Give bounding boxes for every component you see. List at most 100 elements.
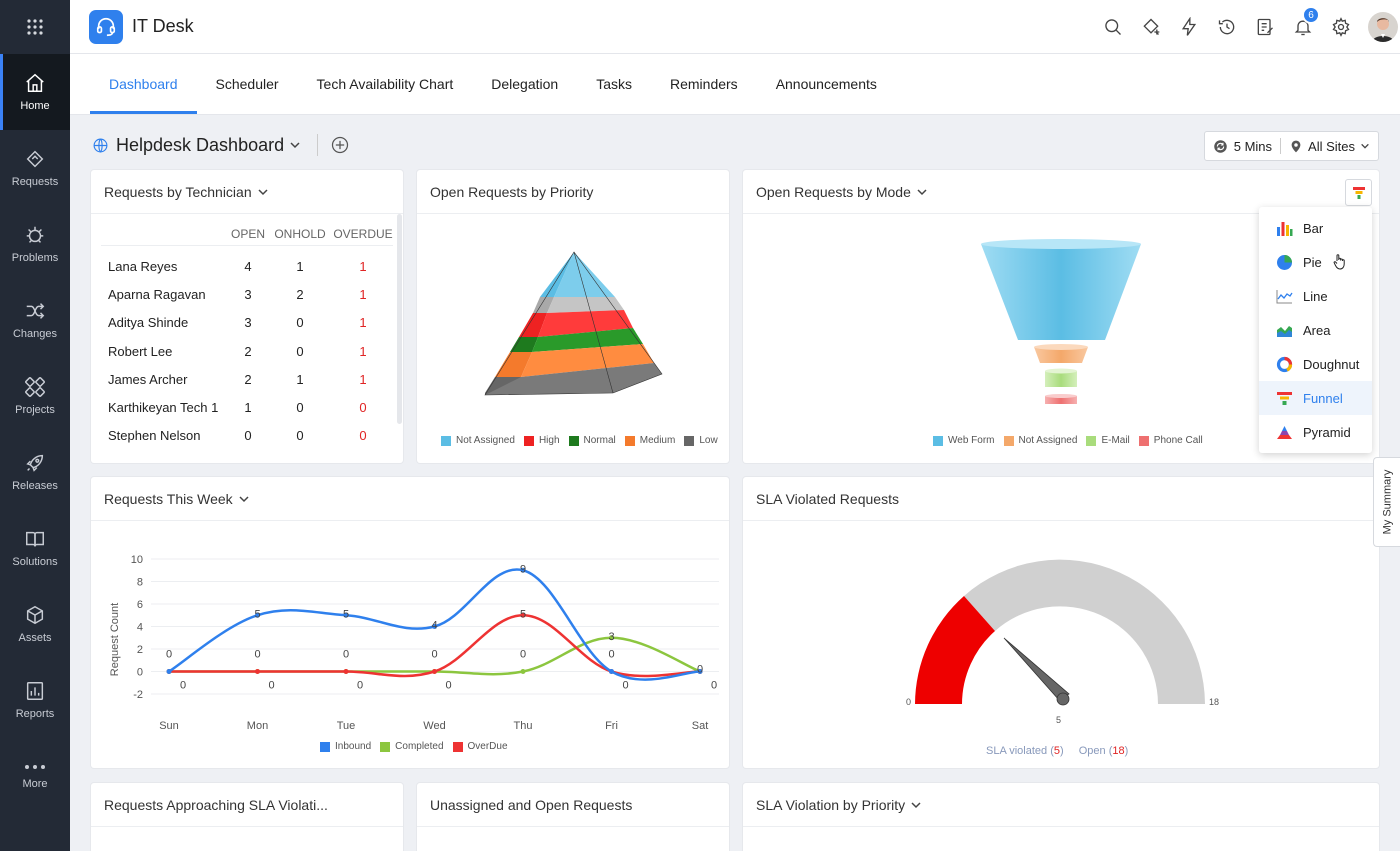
data-point[interactable] bbox=[609, 669, 614, 674]
table-row[interactable]: Stephen Nelson 0 0 0 bbox=[101, 422, 393, 450]
tab-announcements[interactable]: Announcements bbox=[775, 75, 877, 92]
legend-item[interactable]: Normal bbox=[568, 435, 616, 446]
nav-item-more[interactable]: More bbox=[0, 738, 70, 814]
nav-item-changes[interactable]: Changes bbox=[0, 282, 70, 358]
nav-item-projects[interactable]: Projects bbox=[0, 358, 70, 434]
funnel-segment-web-form[interactable] bbox=[981, 239, 1141, 340]
add-dashboard-icon[interactable] bbox=[330, 135, 350, 155]
pyramid-segment-not-assigned[interactable] bbox=[554, 252, 615, 297]
pyramid-segment-low[interactable] bbox=[485, 363, 662, 395]
sparkle-icon[interactable] bbox=[1132, 0, 1170, 54]
data-point[interactable] bbox=[343, 669, 349, 674]
table-scrollbar[interactable] bbox=[397, 214, 402, 424]
chart-option-pyramid[interactable]: Pyramid bbox=[1259, 415, 1372, 449]
tab-dashboard[interactable]: Dashboard bbox=[90, 53, 197, 114]
funnel-segment-not-assigned[interactable] bbox=[1034, 344, 1088, 363]
table-row[interactable]: Aditya Shinde 3 0 1 bbox=[101, 309, 393, 337]
chart-option-doughnut[interactable]: Doughnut bbox=[1259, 347, 1372, 381]
card-header: Requests by Technician bbox=[91, 170, 403, 214]
legend-item[interactable]: Not Assigned bbox=[441, 435, 515, 446]
nav-item-assets[interactable]: Assets bbox=[0, 586, 70, 662]
search-icon[interactable] bbox=[1094, 0, 1132, 54]
legend-item[interactable]: Web Form bbox=[933, 435, 995, 446]
nav-item-home[interactable]: Home bbox=[0, 54, 70, 130]
tab-tech-availability-chart[interactable]: Tech Availability Chart bbox=[316, 75, 454, 92]
chevron-down-icon[interactable] bbox=[238, 493, 250, 505]
table-row[interactable]: Robert Lee 2 0 1 bbox=[101, 337, 393, 365]
table-row[interactable]: Karthikeyan Tech 1 1 0 0 bbox=[101, 393, 393, 421]
nav-item-solutions[interactable]: Solutions bbox=[0, 510, 70, 586]
funnel-segment-phone-call[interactable] bbox=[1045, 394, 1077, 404]
tab-tasks[interactable]: Tasks bbox=[596, 75, 632, 92]
pyramid-segment-high[interactable] bbox=[519, 313, 547, 337]
table-row[interactable]: Lana Reyes 4 1 1 bbox=[101, 252, 393, 280]
chevron-down-icon[interactable] bbox=[916, 186, 928, 198]
gauge-open-arc[interactable] bbox=[964, 559, 1205, 704]
gauge-needle[interactable] bbox=[1003, 637, 1070, 701]
data-point[interactable] bbox=[520, 669, 526, 674]
data-point[interactable] bbox=[343, 612, 349, 618]
data-point[interactable] bbox=[697, 669, 703, 674]
notifications-bell-icon[interactable]: 6 bbox=[1284, 0, 1322, 54]
data-point[interactable] bbox=[255, 669, 260, 674]
nav-item-releases[interactable]: Releases bbox=[0, 434, 70, 510]
my-summary-tab[interactable]: My Summary bbox=[1373, 457, 1400, 547]
tab-reminders[interactable]: Reminders bbox=[669, 75, 738, 92]
table-row[interactable]: Aparna Ragavan 3 2 1 bbox=[101, 280, 393, 308]
data-point[interactable] bbox=[166, 669, 172, 674]
data-point[interactable] bbox=[609, 635, 614, 641]
tab-delegation[interactable]: Delegation bbox=[491, 75, 559, 92]
onhold-count: 0 bbox=[296, 315, 304, 331]
data-point[interactable] bbox=[520, 612, 526, 618]
data-point[interactable] bbox=[255, 612, 260, 618]
tab-scheduler[interactable]: Scheduler bbox=[215, 75, 279, 92]
legend-item[interactable]: Phone Call bbox=[1138, 435, 1203, 446]
legend-item[interactable]: High bbox=[523, 435, 560, 446]
pyramid-segment-normal[interactable] bbox=[510, 337, 538, 352]
chart-option-bar[interactable]: Bar bbox=[1259, 211, 1372, 245]
chart-option-area[interactable]: Area bbox=[1259, 313, 1372, 347]
legend-item[interactable]: Medium bbox=[624, 435, 675, 446]
chevron-down-icon[interactable] bbox=[910, 799, 922, 811]
legend-item[interactable]: Inbound bbox=[320, 741, 371, 752]
legend-item[interactable]: Completed bbox=[380, 741, 444, 752]
legend-item[interactable]: OverDue bbox=[452, 741, 508, 752]
chart-type-button[interactable] bbox=[1345, 179, 1372, 206]
column-header-overdue[interactable]: OVERDUE bbox=[333, 226, 393, 241]
notes-icon[interactable] bbox=[1246, 0, 1284, 54]
pyramid-segment-medium[interactable] bbox=[495, 352, 532, 377]
refresh-interval-select[interactable]: 5 Mins bbox=[1205, 132, 1280, 160]
user-avatar[interactable] bbox=[1368, 12, 1398, 42]
legend-open[interactable]: Open (18) bbox=[1078, 745, 1129, 757]
table-row[interactable]: James Archer 2 1 1 bbox=[101, 365, 393, 393]
gauge-violated-arc[interactable] bbox=[915, 596, 995, 704]
chart-option-pie[interactable]: Pie bbox=[1259, 245, 1372, 279]
pyramid-segment-medium[interactable] bbox=[521, 344, 654, 377]
legend-violated[interactable]: SLA violated (5) bbox=[986, 745, 1064, 757]
legend-item[interactable]: Low bbox=[684, 435, 718, 446]
nav-item-problems[interactable]: Problems bbox=[0, 206, 70, 282]
data-point[interactable] bbox=[520, 567, 526, 573]
refresh-icon bbox=[1213, 139, 1227, 153]
pyramid-segment-high[interactable] bbox=[547, 297, 624, 313]
pyramid-segment-not-assigned[interactable] bbox=[540, 252, 574, 297]
nav-item-reports[interactable]: Reports bbox=[0, 662, 70, 738]
column-header-onhold[interactable]: ONHOLD bbox=[274, 226, 326, 241]
dashboard-title[interactable]: Helpdesk Dashboard bbox=[116, 134, 285, 155]
data-point[interactable] bbox=[432, 624, 437, 629]
settings-gear-icon[interactable] bbox=[1322, 0, 1360, 54]
history-icon[interactable] bbox=[1208, 0, 1246, 54]
chart-option-funnel[interactable]: Funnel bbox=[1259, 381, 1372, 415]
data-point[interactable] bbox=[432, 669, 437, 674]
lightning-icon[interactable] bbox=[1170, 0, 1208, 54]
nav-item-requests[interactable]: Requests bbox=[0, 130, 70, 206]
sites-select[interactable]: All Sites bbox=[1281, 132, 1378, 160]
legend-item[interactable]: E-Mail bbox=[1086, 435, 1130, 446]
legend-item[interactable]: Not Assigned bbox=[1003, 435, 1077, 446]
chevron-down-icon[interactable] bbox=[289, 139, 301, 151]
funnel-segment-email[interactable] bbox=[1045, 368, 1077, 388]
column-header-open[interactable]: OPEN bbox=[230, 226, 265, 241]
chevron-down-icon[interactable] bbox=[257, 186, 269, 198]
app-grid-icon[interactable] bbox=[0, 0, 70, 54]
chart-option-line[interactable]: Line bbox=[1259, 279, 1372, 313]
